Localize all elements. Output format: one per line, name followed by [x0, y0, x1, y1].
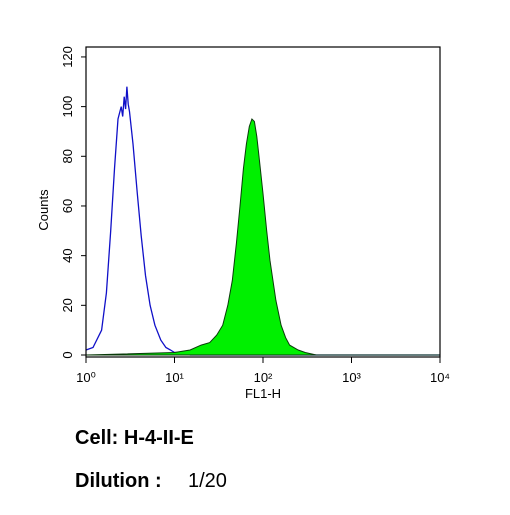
x-axis-label: FL1-H: [245, 386, 281, 401]
y-tick-label: 60: [60, 199, 75, 213]
y-tick-label: 80: [60, 149, 75, 163]
y-tick-label: 100: [60, 96, 75, 118]
x-tick-label: 10³: [342, 370, 361, 385]
x-tick-label: 10⁴: [430, 370, 450, 385]
x-tick-label: 10²: [254, 370, 273, 385]
y-tick-label: 40: [60, 248, 75, 262]
y-tick-label: 120: [60, 46, 75, 68]
annotation: 1/20: [188, 470, 227, 492]
annotation: Dilution :: [75, 470, 162, 492]
x-tick-label: 10⁰: [76, 370, 96, 385]
histogram-area: [85, 118, 440, 356]
annotation: Cell: H-4-II-E: [75, 427, 194, 449]
y-axis-label: Counts: [36, 189, 51, 231]
y-tick-label: 0: [60, 351, 75, 358]
y-tick-label: 20: [60, 298, 75, 312]
x-tick-label: 10¹: [165, 370, 184, 385]
